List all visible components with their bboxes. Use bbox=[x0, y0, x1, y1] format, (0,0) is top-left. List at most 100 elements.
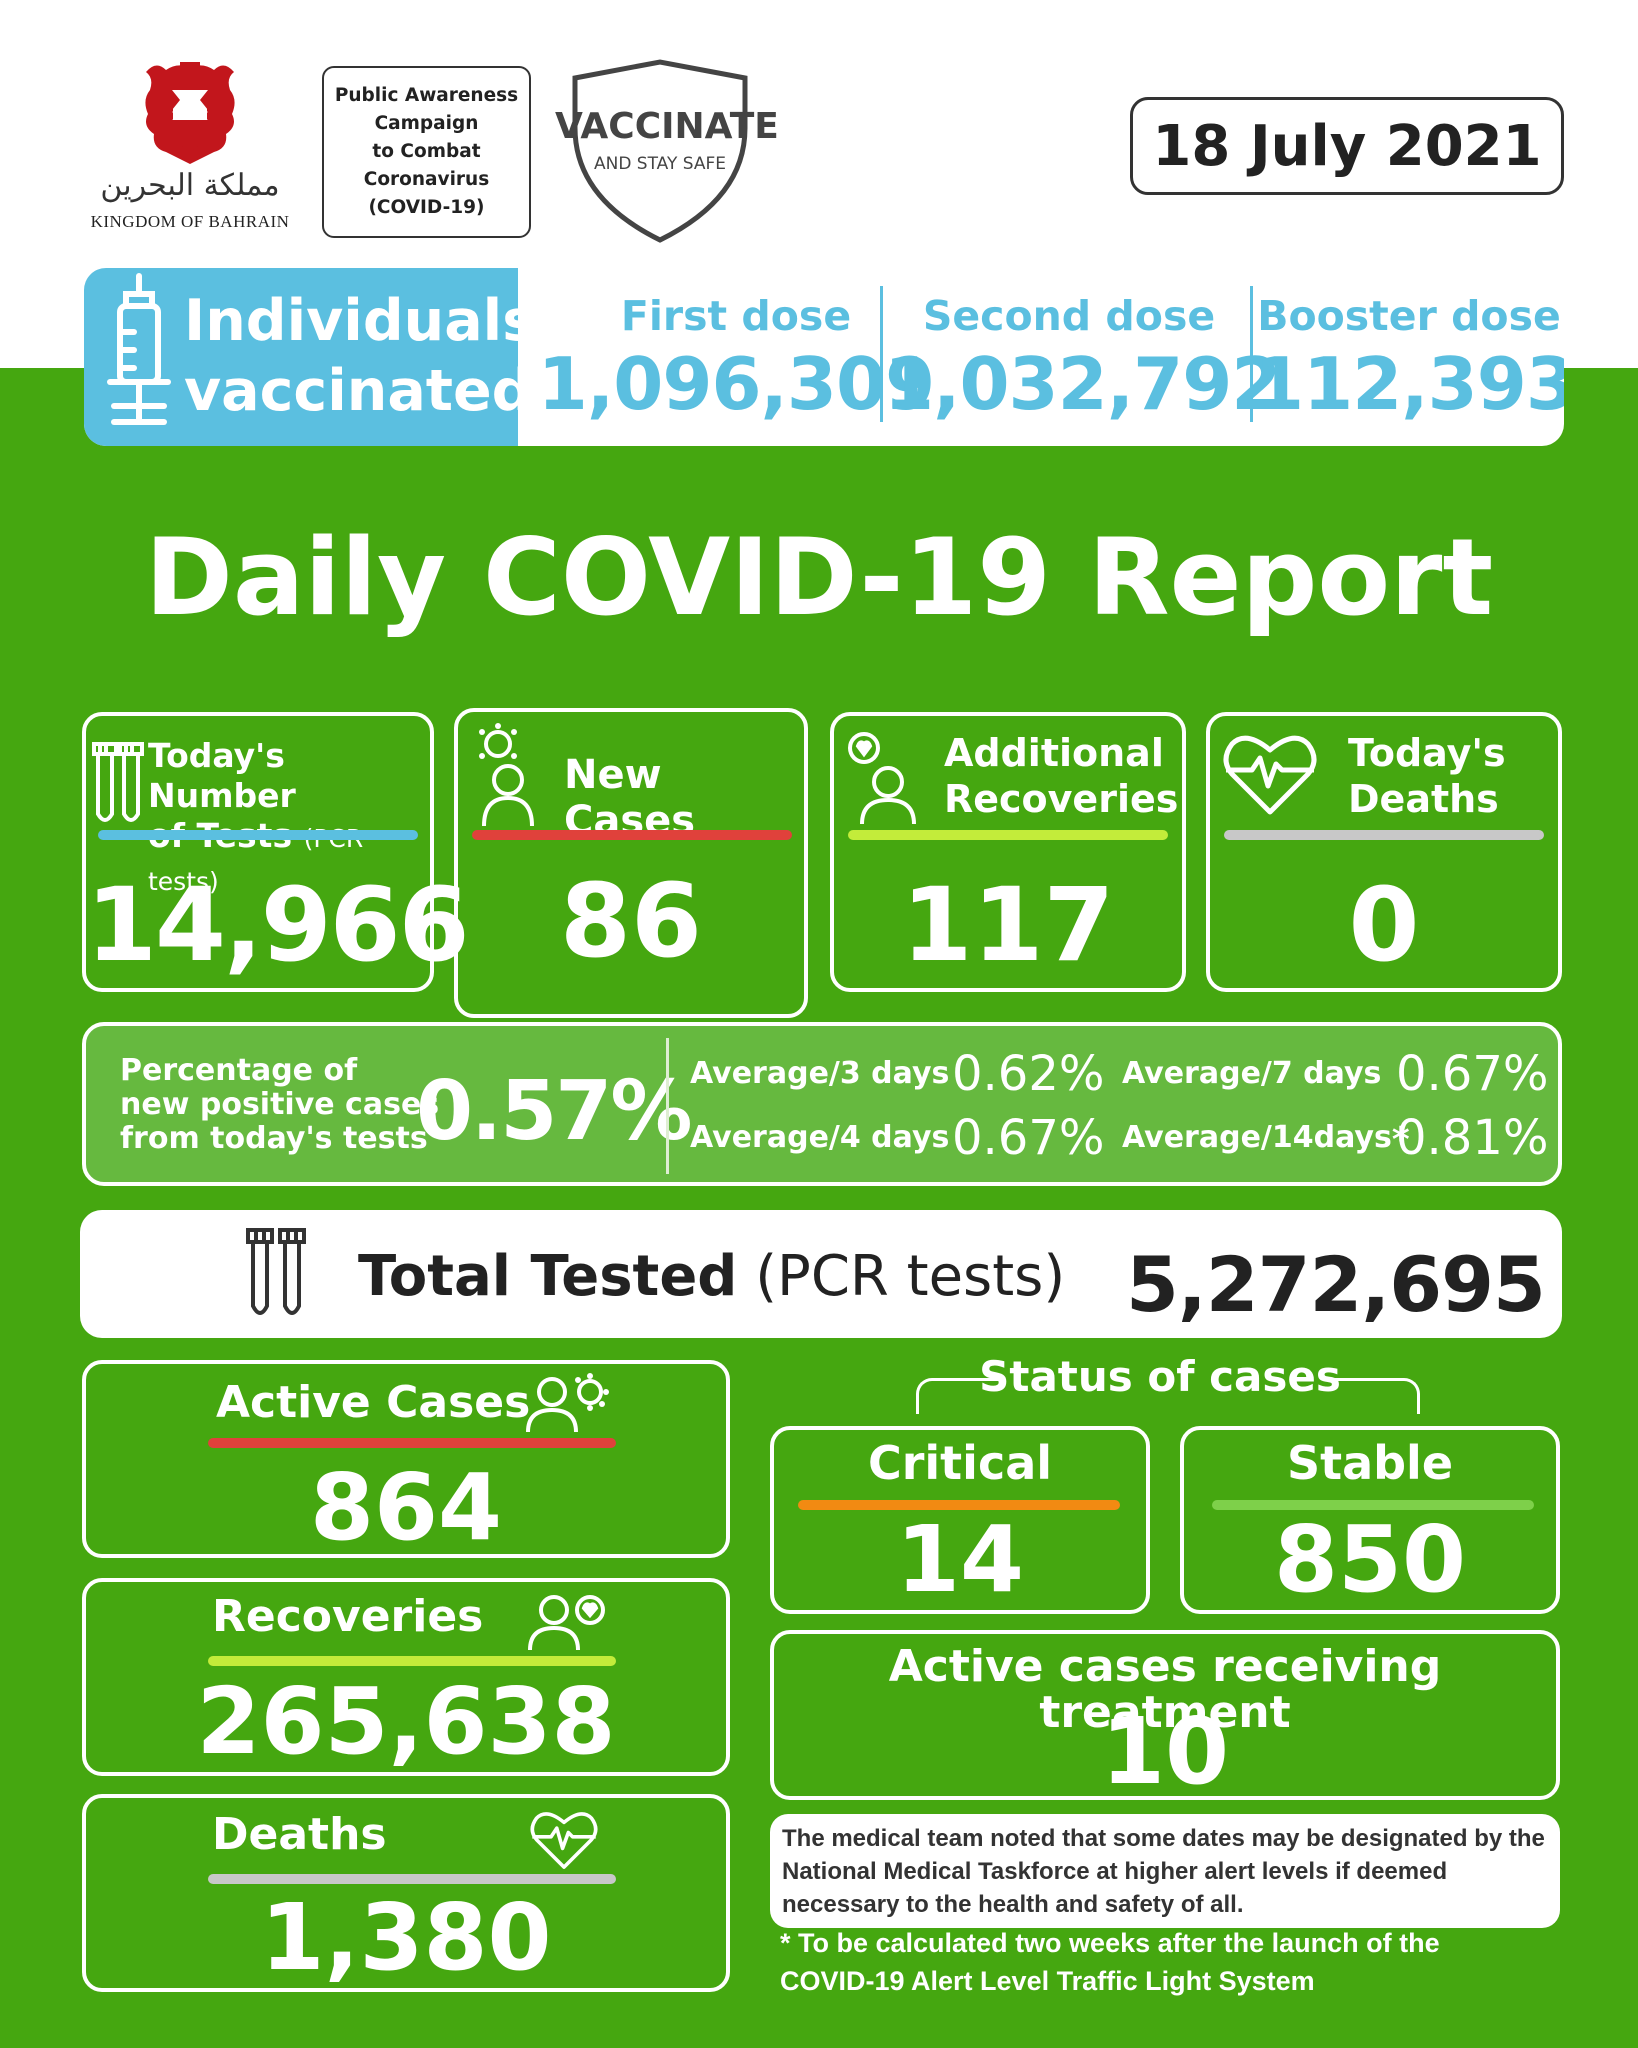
deaths-value: 1,380 bbox=[260, 1884, 552, 1991]
second-dose-value: 1,032,792 bbox=[884, 342, 1281, 426]
booster-dose-value: 112,393 bbox=[1254, 342, 1564, 426]
crest-english-text: KINGDOM OF BAHRAIN bbox=[90, 212, 290, 231]
second-dose-block: Second dose 1,032,792 bbox=[884, 268, 1281, 446]
shield-icon bbox=[572, 59, 748, 243]
deaths-card: Deaths 1,380 bbox=[82, 1794, 730, 1992]
additional-recoveries-bar bbox=[848, 830, 1168, 840]
vaccinated-label-line2: vaccinated bbox=[184, 358, 533, 424]
positivity-value: 0.57% bbox=[416, 1064, 692, 1159]
avg3-label: Average/3 days bbox=[690, 1056, 950, 1091]
todays-deaths-bar bbox=[1224, 830, 1544, 840]
report-date: 18 July 2021 bbox=[1130, 97, 1564, 195]
tests-label-line1: Today's Number bbox=[148, 736, 296, 815]
recoveries-value: 265,638 bbox=[196, 1668, 616, 1775]
stable-bar bbox=[1212, 1500, 1534, 1510]
positivity-card: Percentage of new positive cases from to… bbox=[82, 1022, 1562, 1186]
avg14-value: 0.81% bbox=[1396, 1110, 1549, 1166]
avg4-label: Average/4 days bbox=[690, 1120, 950, 1155]
dose-divider bbox=[1250, 286, 1253, 422]
heartbeat-icon bbox=[1223, 735, 1317, 815]
additional-recoveries-card: Additional Recoveries 117 bbox=[830, 712, 1186, 992]
stable-card: Stable 850 bbox=[1180, 1426, 1560, 1614]
tests-card: Today's Number of Tests (PCR tests) 14,9… bbox=[82, 712, 470, 992]
critical-label: Critical bbox=[867, 1436, 1053, 1490]
vaccinated-label-line1: Individuals bbox=[184, 288, 537, 354]
virus-person-icon bbox=[526, 1373, 609, 1433]
active-cases-value: 864 bbox=[309, 1454, 503, 1561]
avg14-label-text: Average/14days bbox=[1122, 1120, 1392, 1155]
todays-deaths-line1: Today's bbox=[1348, 731, 1506, 775]
campaign-badge: Public Awareness Campaign to Combat Coro… bbox=[322, 66, 531, 238]
treatment-card: Active cases receiving treatment 10 bbox=[770, 1630, 1560, 1805]
additional-recoveries-line2: Recoveries bbox=[944, 777, 1179, 821]
avg14-label: Average/14days* bbox=[1122, 1120, 1410, 1160]
todays-deaths-value: 0 bbox=[1348, 866, 1420, 985]
vaccination-banner: Individuals vaccinated First dose 1,096,… bbox=[84, 268, 1564, 446]
additional-recoveries-value: 117 bbox=[901, 866, 1115, 985]
crest-arabic-text: مملكة البحرين bbox=[100, 168, 280, 203]
virus-person-icon bbox=[479, 723, 534, 827]
critical-card: Critical 14 bbox=[770, 1426, 1150, 1614]
status-bracket-gap bbox=[1002, 1370, 1332, 1382]
recoveries-card: Recoveries 265,638 bbox=[82, 1578, 730, 1776]
syringe-icon bbox=[107, 273, 171, 425]
green-background bbox=[0, 368, 1638, 2048]
vaccinate-shield-badge: VACCINATE AND STAY SAFE bbox=[555, 58, 779, 244]
footnote: * To be calculated two weeks after the l… bbox=[780, 1928, 1440, 1996]
treatment-value: 10 bbox=[1100, 1698, 1230, 1805]
additional-recoveries-line1: Additional bbox=[944, 731, 1164, 775]
medical-note: The medical team noted that some dates m… bbox=[770, 1814, 1560, 1928]
kingdom-crest-logo: مملكة البحرين KINGDOM OF BAHRAIN bbox=[70, 60, 310, 240]
recovery-person-icon bbox=[848, 732, 916, 825]
total-tested-card: Total Tested (PCR tests) 5,272,695 bbox=[80, 1210, 1562, 1338]
tests-value: 14,966 bbox=[86, 866, 470, 985]
recoveries-label: Recoveries bbox=[212, 1591, 484, 1642]
additional-recoveries-label: Additional Recoveries bbox=[944, 730, 1178, 822]
active-cases-card: Active Cases 864 bbox=[82, 1360, 730, 1561]
booster-dose-label: Booster dose bbox=[1257, 292, 1561, 340]
positivity-divider bbox=[666, 1038, 669, 1174]
recoveries-bar bbox=[208, 1656, 616, 1666]
total-tested-label-rest: (PCR tests) bbox=[737, 1244, 1066, 1309]
page-title: Daily COVID-19 Report bbox=[144, 516, 1494, 639]
tests-bar bbox=[98, 830, 418, 840]
shield-subtitle: AND STAY SAFE bbox=[593, 154, 727, 174]
test-tubes-icon bbox=[92, 742, 144, 822]
shield-title: VACCINATE bbox=[555, 106, 779, 147]
vaccinated-label-block: Individuals vaccinated bbox=[84, 268, 536, 446]
todays-deaths-line2: Deaths bbox=[1348, 777, 1499, 821]
todays-deaths-label: Today's Deaths bbox=[1348, 730, 1506, 822]
heartbeat-icon bbox=[530, 1812, 598, 1869]
dose-divider bbox=[880, 286, 883, 422]
new-cases-card: New Cases 86 bbox=[454, 708, 808, 1018]
first-dose-block: First dose 1,096,309 bbox=[518, 268, 954, 446]
critical-value: 14 bbox=[895, 1506, 1025, 1613]
avg3-value: 0.62% bbox=[952, 1046, 1105, 1102]
new-cases-bar bbox=[472, 830, 792, 840]
avg7-value: 0.67% bbox=[1396, 1046, 1549, 1102]
new-cases-value: 86 bbox=[560, 862, 702, 981]
critical-bar bbox=[798, 1500, 1120, 1510]
status-title: Status of cases bbox=[979, 1352, 1341, 1401]
deaths-bar bbox=[208, 1874, 616, 1884]
total-tested-label-bold: Total Tested bbox=[358, 1244, 738, 1309]
deaths-label: Deaths bbox=[212, 1809, 387, 1860]
crest-emblem-icon bbox=[145, 62, 235, 164]
avg7-label: Average/7 days bbox=[1122, 1056, 1382, 1091]
first-dose-value: 1,096,309 bbox=[537, 342, 935, 426]
second-dose-label: Second dose bbox=[922, 292, 1216, 340]
avg14-asterisk: * bbox=[1391, 1120, 1410, 1160]
first-dose-label: First dose bbox=[620, 292, 852, 340]
test-tubes-icon bbox=[246, 1228, 306, 1315]
avg4-value: 0.67% bbox=[952, 1110, 1105, 1166]
active-cases-label: Active Cases bbox=[216, 1377, 531, 1428]
active-cases-bar bbox=[208, 1438, 616, 1448]
stable-label: Stable bbox=[1286, 1436, 1454, 1490]
treatment-label: Active cases receiving treatment bbox=[888, 1641, 1442, 1738]
todays-deaths-card: Today's Deaths 0 bbox=[1206, 712, 1562, 992]
positivity-label: Percentage of new positive cases from to… bbox=[120, 1053, 440, 1156]
booster-dose-block: Booster dose 112,393 bbox=[1254, 268, 1564, 446]
total-tested-value: 5,272,695 bbox=[1126, 1240, 1546, 1329]
total-tested-label: Total Tested (PCR tests) bbox=[358, 1244, 1065, 1309]
recovery-person-icon bbox=[528, 1595, 605, 1651]
